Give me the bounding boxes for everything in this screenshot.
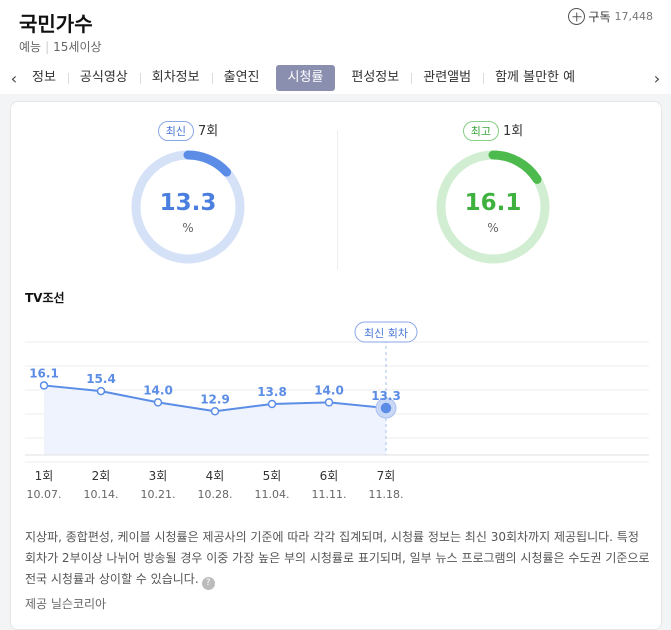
- help-icon[interactable]: ?: [201, 577, 215, 590]
- data-label: 12.9: [200, 392, 230, 406]
- divider: [337, 130, 338, 270]
- data-point: [153, 398, 163, 407]
- latest-marker-pill: [354, 321, 418, 343]
- ratings-card: 최신 7회 13.3 % 최고 1회 16.1 % TV조선 16.1 1회 10.07…: [10, 101, 662, 630]
- chevron-right-icon: ›: [653, 68, 661, 88]
- x-tick-label: 7회: [377, 469, 396, 483]
- data-point: [96, 386, 106, 396]
- x-tick-date: 10.07.: [27, 488, 62, 501]
- tab-item[interactable]: 출연진: [211, 65, 272, 91]
- ratings-notice: 지상파, 종합편성, 케이블 시청률은 제공사의 기준에 따라 각각 집계되며,…: [25, 527, 653, 590]
- tab-item[interactable]: 시청률: [275, 65, 336, 91]
- tab-bar: 정보 공식영상 회차정보 출연진 시청률 편성정보 관련앨범 함께 볼만한 예 ‹ ›: [0, 62, 671, 94]
- subscribe-button[interactable]: 구독 17,448: [568, 8, 653, 25]
- latest-ring-arc: [183, 150, 232, 177]
- rating-label: 15세이상: [53, 40, 102, 54]
- x-tick-date: 11.18.: [369, 488, 404, 501]
- tab-item[interactable]: 편성정보: [351, 70, 400, 85]
- best-ring-arc: [488, 150, 542, 184]
- program-title: 국민가수: [19, 12, 93, 36]
- x-tick-date: 11.04.: [255, 488, 290, 501]
- latest-badge: 최신: [157, 121, 194, 141]
- x-tick-date: 10.21.: [141, 488, 176, 501]
- ratings-chart: 16.1 1회 10.07. 15.4 2회 10.14. 14.0 3회 10.21. 12.9…: [11, 310, 663, 510]
- program-header: 국민가수 예능 | 15세이상 구독 17,448: [0, 0, 671, 62]
- x-tick-label: 4회: [206, 469, 225, 483]
- data-point: [380, 402, 392, 414]
- tab-item[interactable]: 회차정보: [139, 65, 212, 91]
- x-tick-date: 10.28.: [198, 488, 233, 501]
- data-point: [324, 398, 334, 407]
- genre-label: 예능: [19, 40, 42, 54]
- x-tick-label: 6회: [320, 469, 339, 483]
- data-label: 16.1: [29, 366, 59, 380]
- x-tick-date: 10.14.: [84, 488, 119, 501]
- tab-prev-button[interactable]: ‹: [2, 62, 26, 94]
- subscribe-label: 구독: [588, 10, 611, 24]
- best-ring: [436, 150, 550, 264]
- tab-list: 정보 공식영상 회차정보 출연진 시청률 편성정보 관련앨범 함께 볼만한 예: [28, 62, 587, 94]
- data-label: 15.4: [86, 372, 116, 386]
- best-unit: %: [487, 221, 499, 235]
- data-label: 14.0: [314, 383, 344, 397]
- tab-item[interactable]: 정보: [32, 70, 56, 85]
- data-point: [39, 381, 49, 390]
- plus-icon: [568, 8, 586, 25]
- tab-item[interactable]: 함께 볼만한 예: [483, 65, 587, 91]
- best-value: 16.1: [464, 190, 522, 216]
- chevron-left-icon: ‹: [10, 68, 18, 88]
- best-episode: 1회: [503, 124, 524, 139]
- data-label: 14.0: [143, 383, 173, 397]
- x-tick-label: 3회: [149, 469, 168, 483]
- program-meta: 예능 | 15세이상: [19, 40, 102, 54]
- tab-item[interactable]: 관련앨범: [411, 65, 483, 91]
- latest-ring: [131, 150, 245, 264]
- notice-text: 지상파, 종합편성, 케이블 시청률은 제공사의 기준에 따라 각각 집계되며,…: [25, 530, 650, 586]
- subscriber-count: 17,448: [614, 10, 654, 23]
- data-point: [210, 407, 220, 416]
- x-tick-label: 2회: [92, 469, 111, 483]
- latest-episode: 7회: [198, 124, 219, 139]
- latest-unit: %: [182, 221, 194, 235]
- best-rating: 최고 1회 16.1 %: [413, 120, 573, 264]
- x-tick-label: 5회: [263, 469, 282, 483]
- channel-label: TV조선: [25, 291, 65, 305]
- chart-area: [44, 385, 386, 455]
- best-badge: 최고: [462, 121, 499, 141]
- data-source: 제공 닐슨코리아: [25, 597, 107, 611]
- tab-item[interactable]: 공식영상: [67, 65, 140, 91]
- latest-marker-label: 최신 회차: [364, 327, 408, 340]
- ratings-line-chart: 16.1 1회 10.07. 15.4 2회 10.14. 14.0 3회 10.21. 12.9…: [25, 321, 649, 501]
- data-label: 13.8: [257, 385, 287, 399]
- data-label: 13.3: [371, 389, 401, 403]
- x-tick-label: 1회: [35, 469, 54, 483]
- latest-value: 13.3: [159, 190, 217, 216]
- x-tick-date: 11.11.: [312, 488, 347, 501]
- data-point: [267, 399, 277, 409]
- tab-next-button[interactable]: ›: [645, 62, 669, 94]
- latest-rating: 최신 7회 13.3 %: [108, 120, 268, 264]
